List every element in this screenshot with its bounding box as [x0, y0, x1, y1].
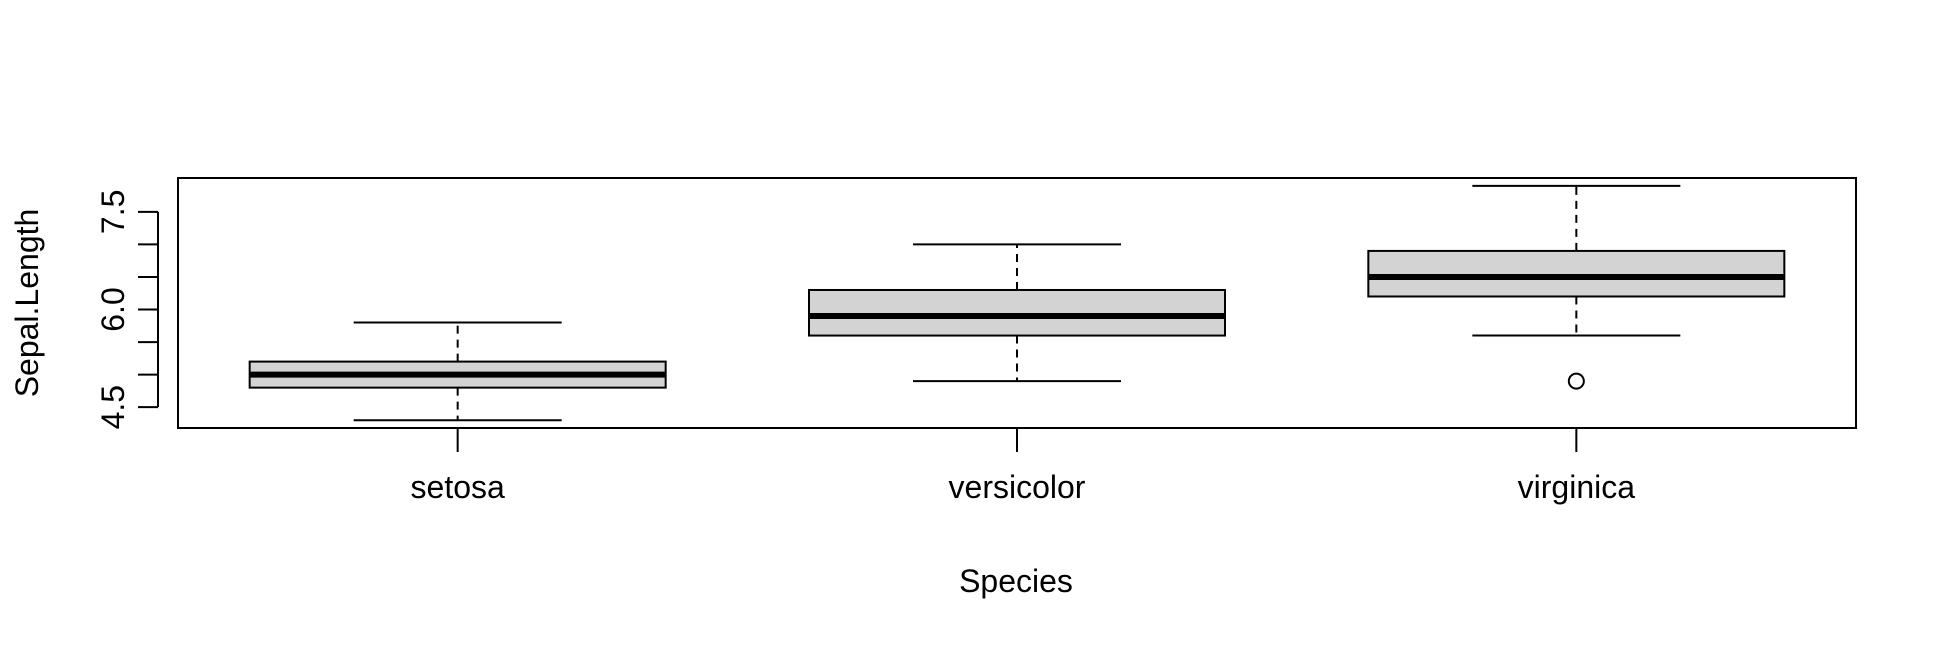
x-tick-label: versicolor: [949, 469, 1086, 505]
y-tick-label: 7.5: [95, 190, 131, 234]
box-setosa: [248, 321, 667, 422]
box-virginica: [1367, 184, 1786, 390]
box-iqr: [1367, 249, 1786, 298]
y-tick-label: 4.5: [95, 385, 131, 429]
y-axis: 4.5 6.0 7.5: [95, 190, 159, 429]
outlier-point: [1567, 372, 1585, 390]
box-iqr: [808, 288, 1226, 337]
y-axis-title: Sepal.Length: [9, 209, 45, 398]
x-axis-title: Species: [959, 563, 1073, 599]
x-tick-label: virginica: [1518, 469, 1636, 505]
x-axis: setosa versicolor virginica: [411, 428, 1636, 505]
y-tick-label: 6.0: [95, 287, 131, 331]
box-versicolor: [808, 243, 1226, 383]
x-tick-label: setosa: [411, 469, 505, 505]
boxes: [248, 184, 1786, 422]
